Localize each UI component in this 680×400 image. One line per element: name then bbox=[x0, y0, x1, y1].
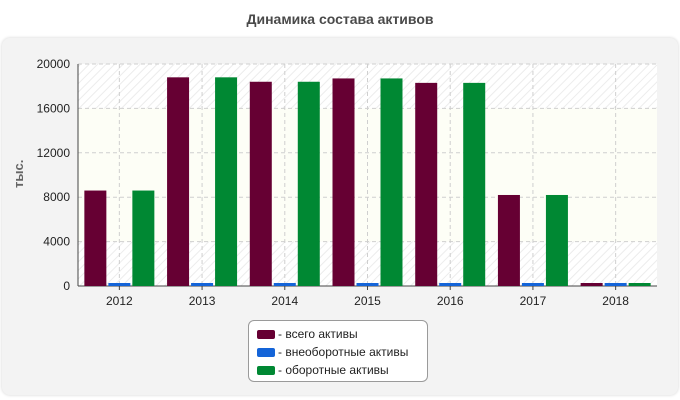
bar bbox=[191, 283, 214, 286]
legend-label: - всего активы bbox=[278, 327, 358, 341]
bar bbox=[415, 82, 438, 287]
legend-label: - оборотные активы bbox=[278, 363, 389, 377]
bar bbox=[628, 283, 651, 286]
x-tick-label: 2014 bbox=[271, 294, 298, 308]
bar bbox=[132, 190, 155, 286]
x-tick-label: 2015 bbox=[354, 294, 381, 308]
legend-swatch bbox=[257, 347, 275, 357]
x-tick-label: 2016 bbox=[437, 294, 464, 308]
y-tick-label: 0 bbox=[63, 279, 70, 293]
bar bbox=[521, 283, 544, 286]
y-tick-label: 4000 bbox=[43, 235, 70, 249]
bar bbox=[332, 78, 355, 287]
legend-item: - всего активы bbox=[257, 325, 419, 343]
bar bbox=[439, 283, 462, 286]
y-tick-label: 8000 bbox=[43, 190, 70, 204]
bar bbox=[356, 283, 379, 286]
legend-swatch bbox=[257, 329, 275, 339]
bar bbox=[463, 82, 486, 287]
bar bbox=[84, 190, 107, 286]
bar bbox=[580, 283, 603, 286]
x-tick-label: 2017 bbox=[520, 294, 547, 308]
bar bbox=[604, 283, 627, 286]
y-tick-label: 20000 bbox=[37, 57, 71, 71]
legend-swatch bbox=[257, 365, 275, 375]
bar bbox=[273, 283, 296, 286]
bar bbox=[167, 77, 190, 286]
chart-title: Динамика состава активов bbox=[246, 11, 434, 27]
bar bbox=[497, 194, 520, 286]
bar bbox=[545, 194, 568, 286]
bar bbox=[380, 78, 403, 287]
bar bbox=[249, 81, 272, 286]
bar bbox=[215, 77, 238, 286]
legend-item: - оборотные активы bbox=[257, 361, 419, 379]
legend-label: - внеоборотные активы bbox=[278, 345, 409, 359]
y-tick-label: 16000 bbox=[37, 101, 71, 115]
x-tick-label: 2018 bbox=[602, 294, 629, 308]
bar bbox=[108, 283, 131, 286]
y-tick-label: 12000 bbox=[37, 146, 71, 160]
bar bbox=[297, 81, 320, 286]
legend: - всего активы - внеоборотные активы - о… bbox=[248, 320, 428, 382]
x-tick-label: 2012 bbox=[106, 294, 133, 308]
legend-item: - внеоборотные активы bbox=[257, 343, 419, 361]
x-tick-label: 2013 bbox=[189, 294, 216, 308]
